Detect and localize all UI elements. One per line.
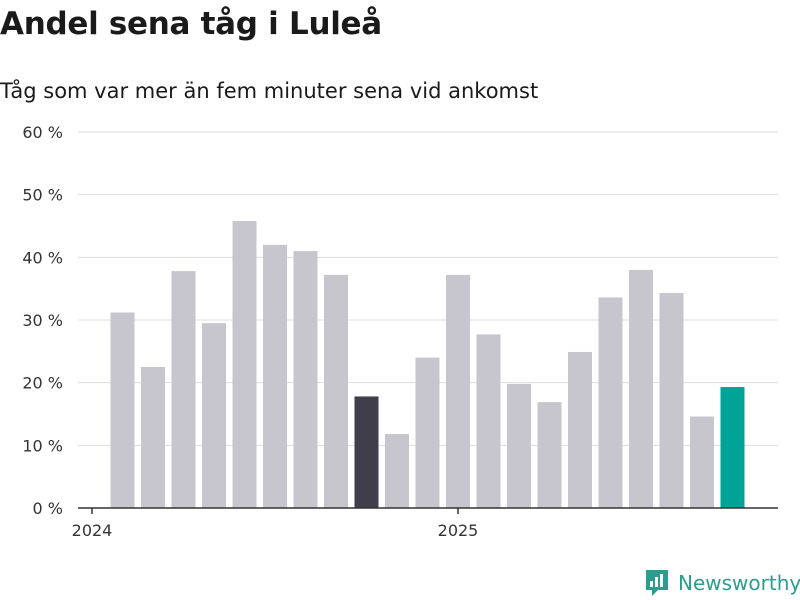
- y-tick-label: 50 %: [22, 186, 63, 205]
- newsworthy-logo-icon: [646, 570, 668, 596]
- bar: [171, 271, 196, 508]
- bar: [293, 251, 318, 509]
- bar: [385, 434, 409, 508]
- bar: [354, 396, 379, 508]
- y-tick-label: 0 %: [33, 499, 63, 518]
- bar: [507, 383, 531, 508]
- bar: [415, 357, 440, 508]
- newsworthy-logo-text: Newsworthy: [678, 571, 800, 595]
- y-tick-label: 60 %: [22, 123, 63, 142]
- bar: [263, 244, 287, 509]
- y-tick-label: 40 %: [22, 248, 63, 267]
- newsworthy-logo: Newsworthy: [644, 568, 800, 598]
- bar-chart: 0 % 10 % 20 % 30 % 40 % 50 % 60 % 2024 2025: [22, 123, 778, 540]
- x-tick-label: 2025: [438, 521, 479, 540]
- bar: [476, 334, 501, 508]
- bar: [232, 220, 257, 508]
- bar: [324, 274, 348, 508]
- bar: [568, 351, 592, 508]
- bar: [446, 274, 470, 508]
- bar: [141, 367, 165, 508]
- bar: [720, 387, 745, 508]
- bar: [202, 323, 226, 508]
- bar: [629, 269, 653, 508]
- bar: [598, 297, 623, 508]
- y-tick-label: 20 %: [22, 374, 63, 393]
- bar: [659, 293, 684, 508]
- chart-title: Andel sena tåg i Luleå: [0, 6, 382, 42]
- chart-subtitle: Tåg som var mer än fem minuter sena vid …: [0, 79, 539, 103]
- bar: [537, 402, 562, 508]
- bar: [110, 312, 135, 508]
- y-tick-label: 30 %: [22, 311, 63, 330]
- y-tick-label: 10 %: [22, 436, 63, 455]
- bar: [690, 416, 714, 508]
- x-tick-label: 2024: [72, 521, 113, 540]
